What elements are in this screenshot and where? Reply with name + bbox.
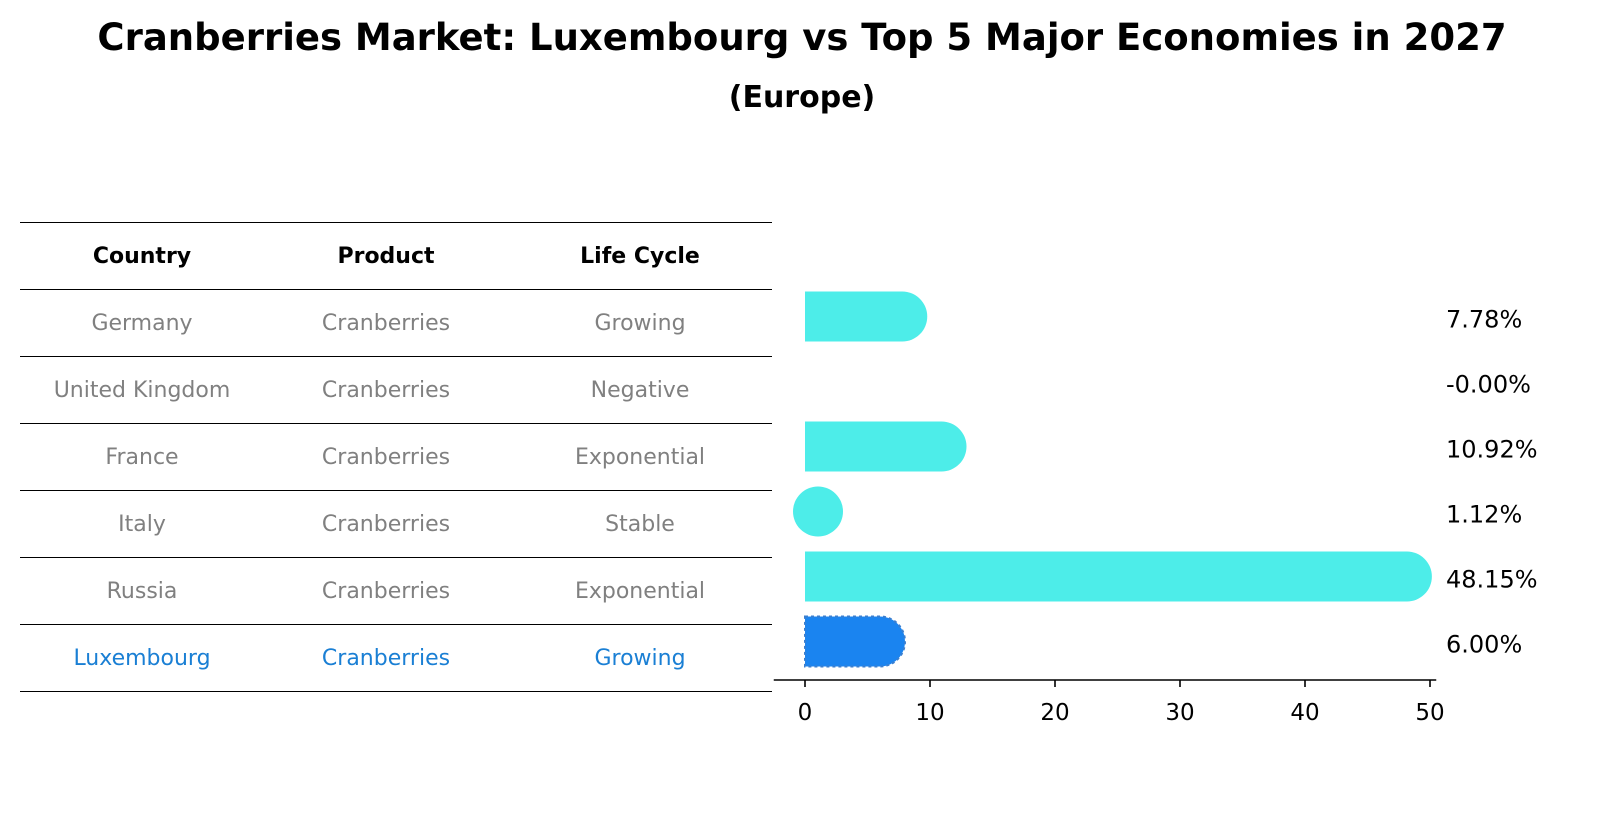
cell-product: Cranberries (264, 624, 508, 692)
header-life-cycle: Life Cycle (508, 222, 772, 290)
x-tick-label: 10 (915, 700, 944, 726)
chart-subtitle: (Europe) (728, 80, 876, 115)
cell-product: Cranberries (264, 557, 508, 625)
header-country: Country (20, 222, 264, 290)
cell-life-cycle: Stable (508, 490, 772, 558)
bar (805, 551, 1432, 602)
bar (805, 291, 928, 342)
table-row: Italy Cranberries Stable (20, 490, 772, 558)
table-row: Germany Cranberries Growing (20, 289, 772, 357)
bar-value-label: 6.00% (1446, 631, 1522, 659)
bar-value-label: 7.78% (1446, 306, 1522, 334)
bar-value-label: 48.15% (1446, 566, 1538, 594)
chart-title: Cranberries Market: Luxembourg vs Top 5 … (97, 16, 1507, 59)
cell-country: Italy (20, 490, 264, 558)
cell-product: Cranberries (264, 423, 508, 491)
x-tick-label: 20 (1040, 700, 1069, 726)
table-row: France Cranberries Exponential (20, 423, 772, 491)
cell-life-cycle: Negative (508, 356, 772, 424)
cell-product: Cranberries (264, 289, 508, 357)
cell-country: Russia (20, 557, 264, 625)
x-tick-label: 50 (1415, 700, 1444, 726)
bar (793, 486, 843, 537)
comparison-table: Country Product Life Cycle Germany Cranb… (20, 222, 772, 692)
bar-value-label: 1.12% (1446, 501, 1522, 529)
header-product: Product (264, 222, 508, 290)
cell-country: France (20, 423, 264, 491)
cell-life-cycle: Exponential (508, 557, 772, 625)
cell-life-cycle: Growing (508, 624, 772, 692)
bar-highlighted (804, 615, 906, 668)
bar-value-label: -0.00% (1446, 371, 1531, 399)
cell-country: United Kingdom (20, 356, 264, 424)
cell-life-cycle: Exponential (508, 423, 772, 491)
x-tick-label: 30 (1165, 700, 1194, 726)
bar (805, 421, 967, 472)
x-tick-label: 0 (798, 700, 813, 726)
cell-product: Cranberries (264, 490, 508, 558)
table-row-highlighted: Luxembourg Cranberries Growing (20, 624, 772, 692)
cell-country: Germany (20, 289, 264, 357)
table-row: United Kingdom Cranberries Negative (20, 356, 772, 424)
table-header-row: Country Product Life Cycle (20, 222, 772, 290)
cell-product: Cranberries (264, 356, 508, 424)
table-row: Russia Cranberries Exponential (20, 557, 772, 625)
bar-value-label: 10.92% (1446, 436, 1538, 464)
x-tick-label: 40 (1290, 700, 1319, 726)
cell-life-cycle: Growing (508, 289, 772, 357)
cell-country: Luxembourg (20, 624, 264, 692)
